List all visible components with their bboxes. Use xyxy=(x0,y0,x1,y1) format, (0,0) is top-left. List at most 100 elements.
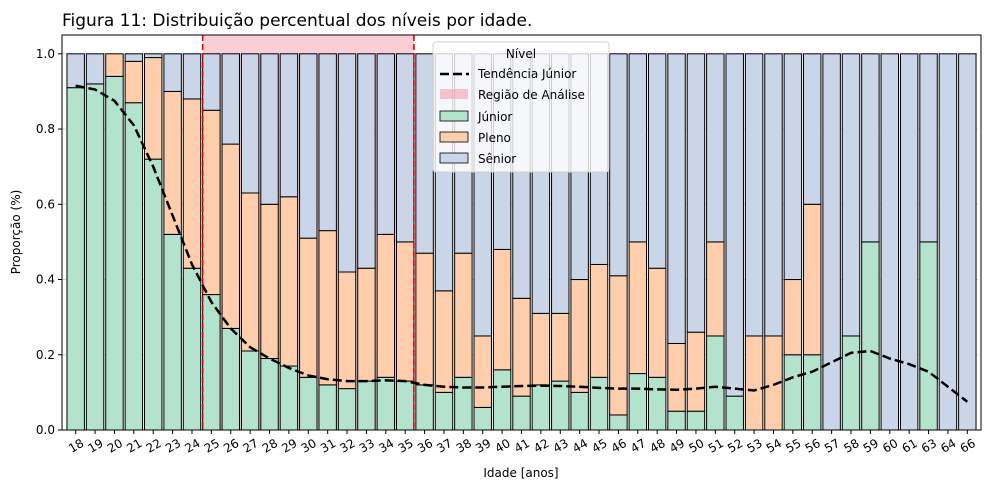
legend-junior-label: Júnior xyxy=(477,110,512,124)
legend-region-label: Região de Análise xyxy=(478,88,585,102)
y-tick-label: 0.8 xyxy=(36,122,55,136)
bar-júnior-50 xyxy=(686,410,706,431)
x-tick-label: 45 xyxy=(589,436,609,456)
bar-sênior-59 xyxy=(861,53,880,243)
x-tick-label: 37 xyxy=(434,436,454,456)
x-tick-label: 34 xyxy=(376,436,396,456)
bar-júnior-24 xyxy=(182,267,202,431)
bar-júnior-46 xyxy=(609,414,628,431)
legend-pleno-swatch xyxy=(439,131,469,143)
bar-pleno-34 xyxy=(376,233,396,378)
x-tick-label: 48 xyxy=(648,436,668,456)
bar-júnior-43 xyxy=(551,380,570,431)
legend-senior-swatch xyxy=(439,152,469,164)
bar-pleno-28 xyxy=(260,203,279,360)
bar-pleno-40 xyxy=(492,248,512,371)
bar-júnior-52 xyxy=(725,395,744,431)
bar-sênior-52 xyxy=(725,53,744,397)
bar-júnior-41 xyxy=(512,395,531,431)
bar-júnior-59 xyxy=(861,241,880,431)
bar-sênior-66 xyxy=(958,53,977,431)
bar-sênior-25 xyxy=(202,53,221,111)
bar-júnior-49 xyxy=(667,410,686,431)
bar-sênior-31 xyxy=(318,53,337,232)
x-tick-label: 19 xyxy=(85,436,105,456)
x-tick-label: 53 xyxy=(744,436,764,456)
x-tick-label: 46 xyxy=(609,436,629,456)
bar-júnior-38 xyxy=(454,376,473,431)
bar-pleno-48 xyxy=(647,267,667,378)
x-tick-label: 57 xyxy=(822,436,842,456)
bar-sênior-29 xyxy=(279,53,299,198)
bar-júnior-19 xyxy=(85,83,105,431)
bar-júnior-27 xyxy=(240,350,260,431)
x-tick-label: 23 xyxy=(163,436,183,456)
bar-júnior-25 xyxy=(202,294,221,431)
trend-line xyxy=(75,84,969,403)
bar-júnior-32 xyxy=(337,388,357,431)
x-tick-label: 22 xyxy=(144,436,164,456)
bar-pleno-45 xyxy=(589,263,609,378)
x-tick-label: 39 xyxy=(473,436,493,456)
bar-pleno-30 xyxy=(299,237,318,378)
bar-sênior-56 xyxy=(803,53,822,205)
bar-júnior-42 xyxy=(531,384,551,431)
legend-region-swatch xyxy=(440,89,468,99)
legend-junior-swatch xyxy=(439,110,469,122)
bar-sênior-49 xyxy=(667,53,686,344)
bar-pleno-29 xyxy=(279,196,299,367)
legend-title: Nível xyxy=(506,47,536,61)
bar-pleno-43 xyxy=(551,312,570,382)
x-tick-label: 27 xyxy=(241,436,261,456)
x-tick-label: 18 xyxy=(66,436,86,456)
x-tick-label: 43 xyxy=(551,436,571,456)
bar-pleno-33 xyxy=(357,267,376,382)
bar-pleno-22 xyxy=(144,57,163,160)
bar-júnior-51 xyxy=(706,335,725,431)
x-tick-label: 47 xyxy=(628,436,648,456)
legend-box xyxy=(432,41,610,173)
bar-sênior-36 xyxy=(415,53,434,254)
bar-pleno-21 xyxy=(124,60,144,104)
bar-pleno-55 xyxy=(783,279,803,356)
bar-sênior-54 xyxy=(764,53,783,337)
x-tick-label: 30 xyxy=(299,436,319,456)
bar-sênior-58 xyxy=(841,53,861,337)
bar-júnior-47 xyxy=(628,373,648,431)
x-tick-label: 41 xyxy=(512,436,532,456)
bar-sênior-53 xyxy=(744,53,764,337)
legend-pleno-label: Pleno xyxy=(478,131,511,145)
bar-júnior-29 xyxy=(279,365,299,431)
x-tick-label: 32 xyxy=(337,436,357,456)
bar-júnior-31 xyxy=(318,384,337,431)
bar-júnior-28 xyxy=(260,358,279,431)
x-tick-label: 26 xyxy=(221,436,241,456)
y-axis-label: Proporção (%) xyxy=(9,190,23,275)
bar-pleno-20 xyxy=(105,53,124,77)
x-tick-label: 64 xyxy=(938,436,958,456)
bar-pleno-51 xyxy=(706,241,725,337)
bar-pleno-56 xyxy=(803,203,822,356)
y-tick-label: 0.6 xyxy=(36,197,55,211)
bar-sênior-28 xyxy=(260,53,279,205)
x-tick-label: 63 xyxy=(919,436,939,456)
bar-júnior-55 xyxy=(783,354,803,431)
bar-pleno-37 xyxy=(434,290,454,393)
bar-júnior-40 xyxy=(492,369,512,431)
bar-sênior-24 xyxy=(182,53,202,100)
y-axis: 0.0 0.2 0.4 0.6 0.8 1.0 xyxy=(36,47,62,437)
x-tick-label: 59 xyxy=(861,436,881,456)
x-tick-label: 55 xyxy=(783,436,803,456)
x-tick-label: 58 xyxy=(841,436,861,456)
x-tick-label: 61 xyxy=(900,436,920,456)
x-tick-label: 25 xyxy=(202,436,222,456)
bar-pleno-24 xyxy=(182,98,202,269)
bar-sênior-30 xyxy=(299,53,318,239)
y-tick-label: 0.4 xyxy=(36,273,55,287)
x-axis-label: Idade [anos] xyxy=(483,466,558,480)
bar-pleno-41 xyxy=(512,297,531,397)
x-tick-label: 20 xyxy=(105,436,125,456)
bar-sênior-55 xyxy=(783,53,803,281)
bar-júnior-18 xyxy=(66,87,85,431)
bar-pleno-32 xyxy=(337,271,357,390)
